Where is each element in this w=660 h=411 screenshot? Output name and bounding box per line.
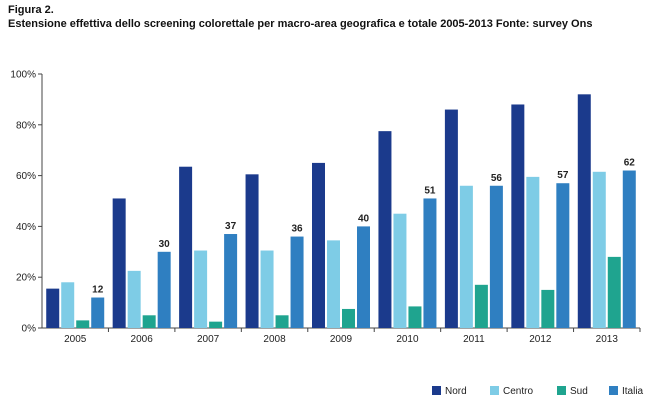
bar-centro-2008 [260, 250, 274, 328]
x-tick-label: 2012 [529, 334, 552, 345]
x-tick-label: 2008 [263, 334, 286, 345]
bar-sud-2011 [474, 284, 488, 328]
y-tick-label: 20% [16, 273, 36, 284]
bar-centro-2010 [393, 213, 407, 328]
data-label: 56 [491, 173, 503, 184]
chart-title: Estensione effettiva dello screening col… [8, 18, 593, 30]
bar-sud-2007 [209, 321, 223, 328]
bar-centro-2006 [127, 270, 141, 328]
bar-nord-2012 [511, 104, 525, 328]
data-label: 37 [225, 221, 237, 232]
figure-label: Figura 2. [8, 4, 54, 16]
x-tick-label: 2006 [131, 334, 154, 345]
legend-label-sud: Sud [570, 386, 588, 397]
x-tick-label: 2009 [330, 334, 353, 345]
y-tick-label: 60% [16, 171, 36, 182]
legend-swatch-italia [609, 386, 618, 395]
data-label: 40 [358, 213, 370, 224]
bar-nord-2006 [112, 198, 126, 328]
x-tick-label: 2011 [463, 334, 485, 345]
bar-sud-2010 [408, 306, 422, 328]
data-label: 51 [424, 185, 436, 196]
y-tick-label: 80% [16, 120, 36, 131]
bar-centro-2011 [459, 185, 473, 328]
bar-nord-2011 [444, 109, 458, 328]
bar-italia-2007 [224, 234, 238, 328]
bar-italia-2006 [157, 251, 171, 328]
bar-centro-2009 [327, 240, 340, 328]
legend-swatch-nord [432, 386, 441, 395]
bar-sud-2006 [142, 315, 156, 328]
x-tick-label: 2005 [64, 334, 87, 345]
legend-label-centro: Centro [503, 386, 533, 397]
bar-italia-2008 [290, 236, 304, 328]
y-tick-label: 0% [22, 324, 37, 335]
x-tick-label: 2013 [596, 334, 619, 345]
x-tick-label: 2007 [197, 334, 220, 345]
x-tick-label: 2010 [396, 334, 419, 345]
bar-sud-2012 [541, 289, 555, 328]
data-label: 62 [624, 158, 636, 169]
bar-italia-2010 [423, 198, 437, 328]
data-label: 12 [92, 285, 104, 296]
bar-centro-2013 [592, 171, 606, 328]
bar-nord-2005 [46, 288, 60, 328]
data-label: 36 [291, 224, 303, 235]
bar-italia-2013 [622, 170, 636, 328]
bar-sud-2009 [342, 308, 355, 328]
data-label: 30 [159, 239, 171, 250]
bar-nord-2008 [245, 174, 259, 328]
bar-sud-2008 [275, 315, 289, 328]
y-tick-label: 100% [10, 70, 36, 81]
legend-label-nord: Nord [445, 386, 467, 397]
bar-sud-2005 [76, 320, 90, 328]
bar-sud-2013 [607, 256, 621, 328]
bar-nord-2010 [378, 131, 392, 328]
y-tick-label: 40% [16, 222, 36, 233]
bar-nord-2013 [577, 94, 591, 328]
bar-nord-2007 [179, 166, 193, 328]
bar-centro-2012 [526, 176, 540, 328]
bar-italia-2012 [556, 183, 570, 328]
data-label: 57 [557, 170, 569, 181]
legend-swatch-sud [557, 386, 566, 395]
bar-centro-2005 [61, 282, 75, 328]
bar-nord-2009 [312, 162, 325, 328]
bar-italia-2005 [91, 297, 105, 328]
bar-italia-2011 [489, 185, 503, 328]
legend-swatch-centro [490, 386, 499, 395]
legend-label-italia: Italia [622, 386, 644, 397]
bar-centro-2007 [194, 250, 208, 328]
bar-italia-2009 [357, 226, 370, 328]
